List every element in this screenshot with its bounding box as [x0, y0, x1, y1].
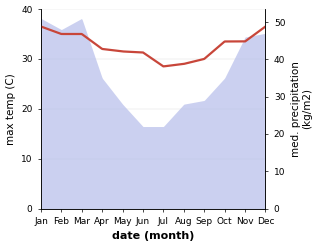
Y-axis label: max temp (C): max temp (C) [5, 73, 16, 145]
X-axis label: date (month): date (month) [112, 231, 194, 242]
Y-axis label: med. precipitation
(kg/m2): med. precipitation (kg/m2) [291, 61, 313, 157]
